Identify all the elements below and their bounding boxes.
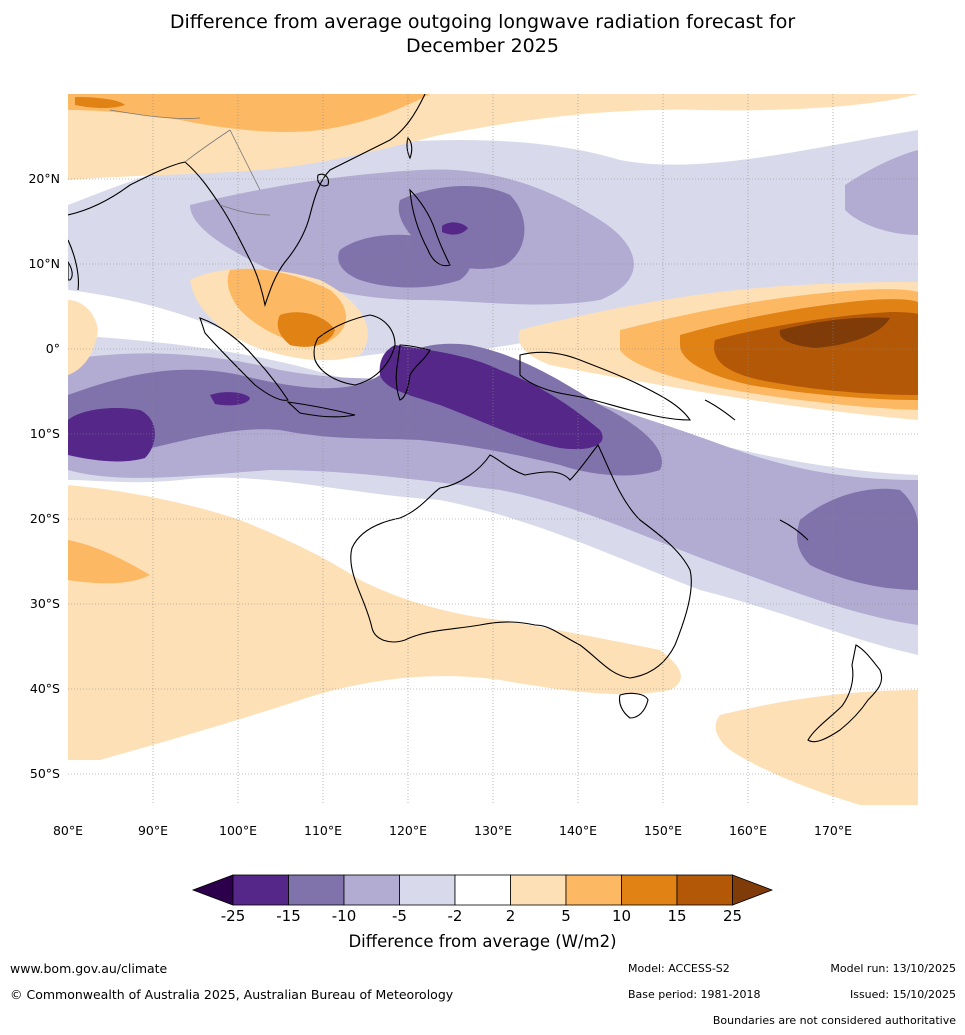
map-title: Difference from average outgoing longwav… xyxy=(0,10,965,58)
coastline-hainan xyxy=(317,173,329,187)
anomaly-dark-purple-small xyxy=(210,392,250,406)
coastline-asia-mainland xyxy=(68,94,426,308)
anomaly-lilac-east xyxy=(845,150,918,235)
copyright-text: © Commonwealth of Australia 2025, Austra… xyxy=(10,987,454,1002)
colorbar-bin xyxy=(288,874,345,906)
anomaly-orange-west-australia xyxy=(68,540,150,584)
colorbar-tick-label: 10 xyxy=(611,907,632,925)
lon-label: 170°E xyxy=(813,823,853,838)
colorbar-extend-high xyxy=(732,874,774,906)
colorbar-bin xyxy=(676,874,733,906)
lon-label: 130°E xyxy=(473,823,513,838)
coastline-taiwan xyxy=(406,136,413,160)
anomaly-dark-orange-indochina xyxy=(277,312,335,347)
lon-label: 160°E xyxy=(728,823,768,838)
coastline-new-zealand xyxy=(807,644,883,743)
map-title-line2: December 2025 xyxy=(406,35,559,57)
anomaly-dark-brown-pacific xyxy=(779,317,890,348)
lon-label: 140°E xyxy=(558,823,598,838)
coastline-india-east xyxy=(68,239,79,291)
model-run-date: Model run: 13/10/2025 xyxy=(830,962,956,975)
colorbar-bin xyxy=(621,874,678,906)
colorbar-tick-label: 15 xyxy=(667,907,687,925)
colorbar-bin xyxy=(565,874,622,906)
lat-label: 30°S xyxy=(29,596,60,611)
coastline-new-caledonia xyxy=(779,519,809,541)
colorbar-tick-label: -15 xyxy=(276,907,301,925)
anomaly-purple-southeast xyxy=(797,488,918,590)
lat-label: 0° xyxy=(45,341,60,356)
lon-label: 150°E xyxy=(643,823,683,838)
map-area xyxy=(68,94,918,805)
lat-label: 40°S xyxy=(29,681,60,696)
website-link[interactable]: www.bom.gov.au/climate xyxy=(10,961,168,976)
lon-label: 110°E xyxy=(303,823,343,838)
lat-label: 20°S xyxy=(29,511,60,526)
coastline-sri-lanka xyxy=(68,261,73,281)
graticule xyxy=(68,94,918,805)
anomaly-orange-china xyxy=(68,94,430,132)
coastline-tasmania xyxy=(618,692,649,719)
border-indochina xyxy=(184,129,271,216)
anomaly-dark-orange-china xyxy=(75,97,125,109)
map-title-line1: Difference from average outgoing longwav… xyxy=(169,11,796,33)
lon-label: 100°E xyxy=(218,823,258,838)
country-borders xyxy=(109,109,271,216)
issued-date: Issued: 15/10/2025 xyxy=(849,988,956,1001)
anomaly-dark-purple-indian-ocean xyxy=(68,408,155,462)
model-name: Model: ACCESS-S2 xyxy=(628,962,730,975)
coastline-new-guinea xyxy=(519,351,692,421)
coastline-borneo xyxy=(313,314,396,386)
coastline-sumatra xyxy=(199,317,289,401)
colorbar-bin xyxy=(510,874,567,906)
coastline-java xyxy=(286,401,356,418)
colorbar-tick-label: -5 xyxy=(392,907,407,925)
colorbar xyxy=(191,874,774,906)
coastlines xyxy=(68,94,883,743)
colorbar-bin xyxy=(399,874,456,906)
colorbar-tick-label: -2 xyxy=(447,907,463,925)
coastline-australia xyxy=(350,443,692,679)
lat-label: 20°N xyxy=(28,171,60,186)
lat-label: 10°S xyxy=(29,426,60,441)
colorbar-tick-label: -10 xyxy=(331,907,357,925)
coastline-sulawesi xyxy=(395,344,431,401)
base-period: Base period: 1981-2018 xyxy=(628,988,761,1001)
colorbar-tick-label: -25 xyxy=(220,907,246,925)
anomaly-light-orange-west xyxy=(68,300,98,375)
colorbar-bin xyxy=(454,874,511,906)
anomaly-dark-purple-islet xyxy=(442,222,468,235)
coastline-philippines xyxy=(409,188,451,267)
colorbar-title: Difference from average (W/m2) xyxy=(348,932,617,951)
lon-label: 120°E xyxy=(388,823,428,838)
anomaly-dark-purple-maritime xyxy=(379,345,603,450)
lon-label: 90°E xyxy=(137,823,169,838)
border-china-north xyxy=(109,109,201,119)
colorbar-bin xyxy=(232,874,289,906)
lat-label: 50°S xyxy=(29,766,60,781)
colorbar-tick-label: 5 xyxy=(561,907,571,925)
colorbar-bin xyxy=(343,874,400,906)
colorbar-extend-low xyxy=(191,874,234,906)
boundaries-disclaimer: Boundaries are not considered authoritat… xyxy=(712,1014,956,1027)
anomaly-light-orange-australia xyxy=(68,485,681,760)
anomaly-light-orange-tasman xyxy=(715,690,918,805)
coastline-solomon-islands xyxy=(704,399,736,421)
colorbar-tick-label: 2 xyxy=(505,907,516,925)
lon-label: 80°E xyxy=(52,823,84,838)
lat-label: 10°N xyxy=(28,256,60,271)
colorbar-tick-label: 25 xyxy=(722,907,743,925)
